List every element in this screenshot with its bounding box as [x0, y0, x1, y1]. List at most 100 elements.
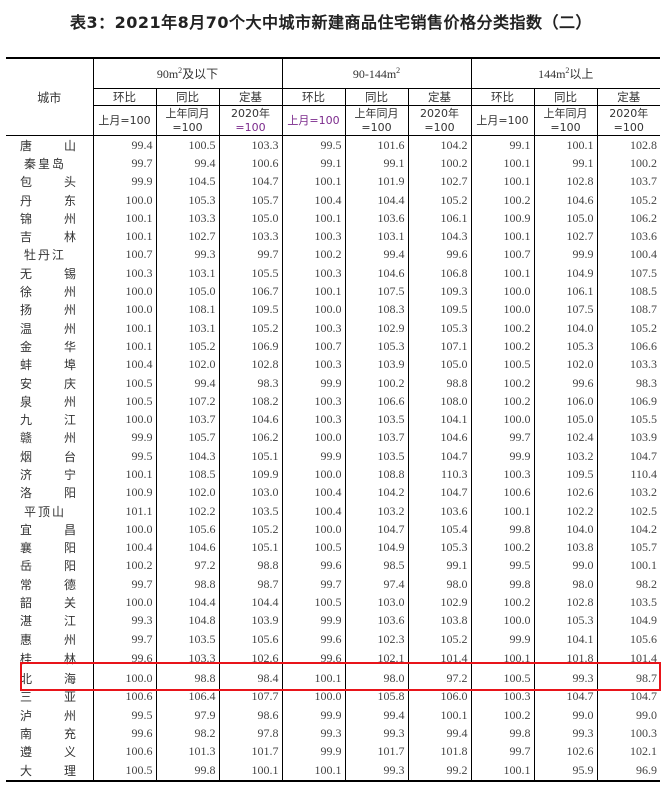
index-value: 107.7 — [218, 687, 282, 706]
city-name-text: 遵义 — [20, 745, 109, 760]
index-value: 102.5 — [596, 501, 660, 521]
index-value: 100.4 — [92, 355, 156, 374]
index-value: 100.1 — [281, 209, 345, 228]
index-value: 100.9 — [470, 209, 534, 228]
index-value: 100.0 — [92, 520, 156, 539]
index-value: 100.2 — [596, 154, 660, 173]
table-row: 包头 99.9 104.5 104.7 100.1 101.9 102.7 100.1 102.… — [6, 172, 660, 191]
index-value: 99.8 — [470, 575, 534, 594]
base-header: 上年同月 =100 — [155, 105, 220, 136]
index-value: 101.4 — [407, 648, 471, 670]
index-value: 99.9 — [281, 705, 345, 725]
index-value: 100.2 — [407, 154, 471, 173]
index-value: 99.6 — [281, 556, 345, 576]
index-value: 104.4 — [218, 593, 282, 612]
index-value: 99.4 — [344, 705, 408, 725]
index-value: 105.3 — [533, 337, 597, 356]
index-value: 100.0 — [281, 520, 345, 539]
base-header-line: =100 — [613, 120, 644, 134]
index-value: 109.5 — [407, 300, 471, 319]
index-value: 106.1 — [407, 209, 471, 228]
index-value: 100.1 — [407, 705, 471, 725]
index-value: 99.9 — [470, 447, 534, 466]
group-header: 144m2以上 — [470, 57, 660, 89]
index-value: 103.8 — [533, 538, 597, 557]
index-value: 101.9 — [344, 172, 408, 191]
index-value: 100.7 — [470, 245, 534, 265]
city-name: 无锡 — [6, 264, 93, 282]
index-value: 98.3 — [596, 373, 660, 393]
city-name: 桂林 — [6, 648, 93, 669]
index-value: 100.1 — [92, 318, 156, 338]
index-value: 99.3 — [344, 760, 408, 782]
index-value: 100.0 — [92, 282, 156, 301]
index-value: 100.3 — [281, 355, 345, 374]
index-value: 99.7 — [470, 742, 534, 761]
index-value: 102.6 — [533, 742, 597, 761]
index-value: 100.4 — [596, 245, 660, 265]
index-value: 103.7 — [344, 428, 408, 448]
index-value: 109.9 — [218, 465, 282, 484]
city-name: 三亚 — [6, 688, 93, 706]
index-value: 100.6 — [470, 483, 534, 502]
city-name: 泉州 — [6, 392, 93, 410]
index-value: 103.9 — [218, 611, 282, 631]
city-name: 南充 — [6, 724, 93, 742]
table-row: 南充 99.6 98.2 97.8 99.3 99.3 99.4 99.8 99.3 100.3 — [6, 724, 660, 743]
index-value: 104.4 — [344, 190, 408, 210]
index-value: 99.3 — [344, 724, 408, 743]
city-name: 襄阳 — [6, 539, 93, 557]
index-value: 99.0 — [533, 705, 597, 725]
city-name-text: 无锡 — [20, 266, 109, 281]
base-header: 上月=100 — [281, 105, 346, 136]
index-value: 100.6 — [92, 687, 156, 706]
index-value: 104.7 — [533, 687, 597, 706]
index-value: 100.3 — [281, 318, 345, 338]
table-row: 湛江 99.3 104.8 103.9 99.9 103.6 103.8 100.0 105.3… — [6, 611, 660, 631]
index-value: 103.7 — [596, 172, 660, 191]
index-value: 106.1 — [533, 282, 597, 301]
index-value: 98.0 — [344, 669, 408, 688]
index-value: 100.0 — [281, 465, 345, 484]
city-name-text: 三亚 — [20, 690, 109, 705]
index-value: 105.2 — [155, 337, 219, 356]
index-value: 101.7 — [344, 742, 408, 761]
index-value: 99.7 — [92, 575, 156, 594]
index-value: 105.2 — [596, 190, 660, 210]
index-value: 100.0 — [470, 282, 534, 301]
index-value: 107.1 — [407, 337, 471, 356]
index-value: 105.5 — [218, 264, 282, 283]
city-name: 济宁 — [6, 465, 93, 483]
index-value: 100.6 — [218, 154, 282, 173]
index-value: 104.2 — [596, 520, 660, 539]
index-value: 98.7 — [218, 575, 282, 594]
index-value: 99.6 — [407, 245, 471, 265]
city-name-text: 牡丹江 — [24, 248, 67, 263]
city-name: 九江 — [6, 410, 93, 428]
index-value: 100.5 — [281, 593, 345, 612]
table-row: 济宁 100.1 108.5 109.9 100.0 108.8 110.3 100.3 109… — [6, 465, 660, 484]
table-row: 烟台 99.5 104.3 105.1 99.9 103.5 104.7 99.9 103.2 1… — [6, 447, 660, 466]
index-value: 103.9 — [596, 428, 660, 448]
base-header-line: 上年同月 — [543, 106, 588, 120]
table-row: 锦州 100.1 103.3 105.0 100.1 103.6 106.1 100.9 105… — [6, 209, 660, 228]
table-row: 秦皇岛 99.7 99.4 100.6 99.1 99.1 100.2 100.1 99.1 10… — [6, 154, 660, 173]
base-header-line: =100 — [172, 120, 203, 134]
index-value: 95.9 — [533, 760, 597, 782]
city-name: 北海 — [6, 669, 93, 687]
index-value: 100.1 — [218, 760, 282, 782]
index-value: 105.2 — [596, 318, 660, 338]
index-value: 104.6 — [407, 428, 471, 448]
table-row: 安庆 100.5 99.4 98.3 99.9 100.2 98.8 100.2 99.6 98.… — [6, 373, 660, 393]
index-value: 99.5 — [470, 556, 534, 576]
index-value: 103.8 — [407, 611, 471, 631]
index-value: 100.1 — [281, 172, 345, 191]
index-value: 101.3 — [155, 742, 219, 761]
index-value: 106.0 — [407, 687, 471, 706]
index-value: 100.1 — [281, 760, 345, 782]
base-header: 2020年 =100 — [407, 105, 472, 136]
index-value: 100.1 — [92, 337, 156, 356]
table-row: 惠州 99.7 103.5 105.6 99.6 102.3 105.2 99.9 104.1 1… — [6, 630, 660, 649]
index-value: 110.3 — [407, 465, 471, 484]
index-value: 99.7 — [92, 154, 156, 173]
